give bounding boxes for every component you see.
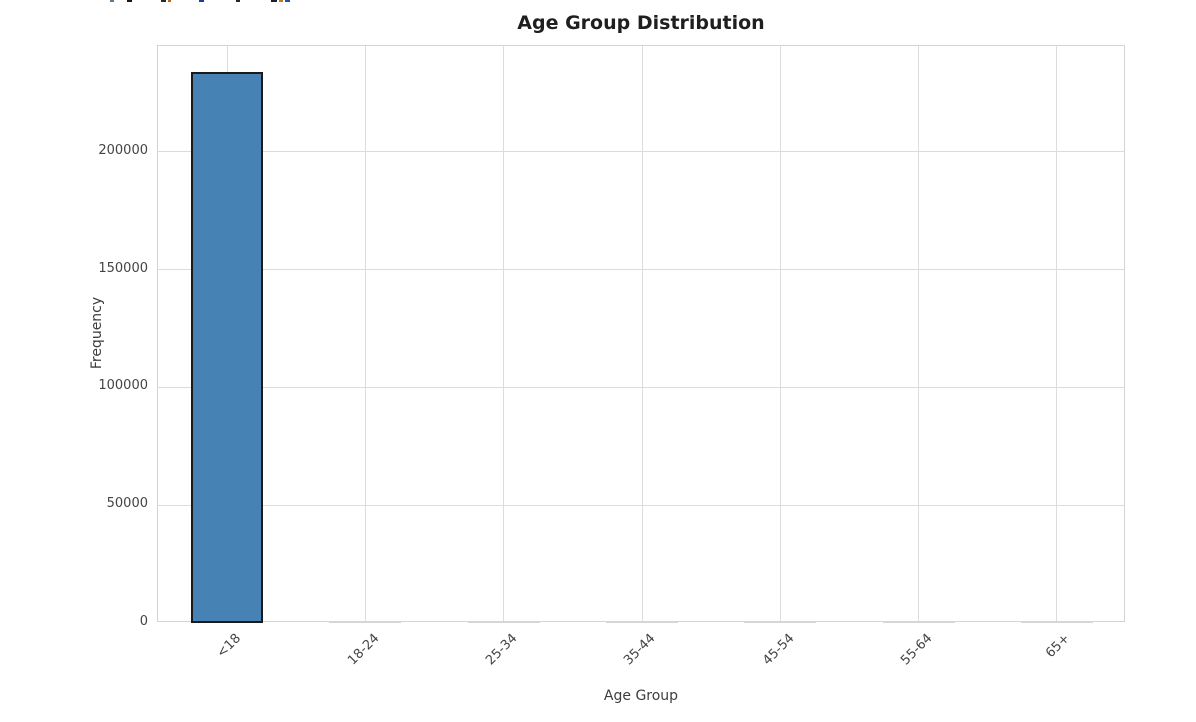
bar-18-24	[329, 621, 402, 623]
v-gridline	[779, 46, 781, 621]
h-gridline	[158, 269, 1124, 271]
x-tick-label: 35-44	[621, 631, 659, 669]
h-gridline	[158, 151, 1124, 153]
v-gridline	[641, 46, 643, 621]
h-gridline	[158, 386, 1124, 388]
x-tick-label: 25-34	[483, 631, 521, 669]
bar-25-34	[467, 621, 540, 623]
clipped-text-fragment	[110, 0, 114, 2]
v-gridline	[918, 46, 920, 621]
y-tick-label: 50000	[106, 496, 148, 512]
y-tick-label: 200000	[98, 142, 148, 158]
v-gridline	[1056, 46, 1058, 621]
clipped-text-fragment	[271, 0, 277, 2]
clipped-text-fragment	[127, 0, 132, 2]
y-axis-label: Frequency	[89, 296, 105, 370]
bar-65+	[1020, 621, 1093, 623]
bar-55-64	[882, 621, 955, 623]
y-tick-label: 150000	[98, 260, 148, 276]
clipped-text-fragment	[161, 0, 166, 2]
y-tick-label: 0	[139, 614, 148, 629]
clipped-text-fragment	[199, 0, 204, 2]
bar-45-54	[744, 621, 817, 623]
clipped-text-fragment	[236, 0, 240, 2]
bar-35-44	[606, 621, 678, 623]
x-tick-label: 65+	[1043, 631, 1074, 662]
clipped-text-fragment	[168, 0, 171, 2]
v-gridline	[364, 46, 366, 621]
y-tick-label: 100000	[98, 378, 148, 394]
x-axis-label: Age Group	[603, 688, 679, 704]
x-tick-label: 45-54	[759, 631, 797, 669]
x-tick-label: <18	[213, 631, 244, 662]
x-tick-label: 18-24	[344, 631, 383, 669]
clipped-text-fragment	[285, 0, 290, 2]
x-tick-label: 55-64	[897, 631, 936, 669]
clipped-text-fragment	[279, 0, 283, 2]
v-gridline	[503, 46, 505, 621]
chart-title: Age Group Distribution	[517, 12, 765, 34]
plot-area	[157, 45, 1125, 623]
h-gridline	[158, 504, 1124, 506]
bar-<18	[191, 72, 264, 623]
